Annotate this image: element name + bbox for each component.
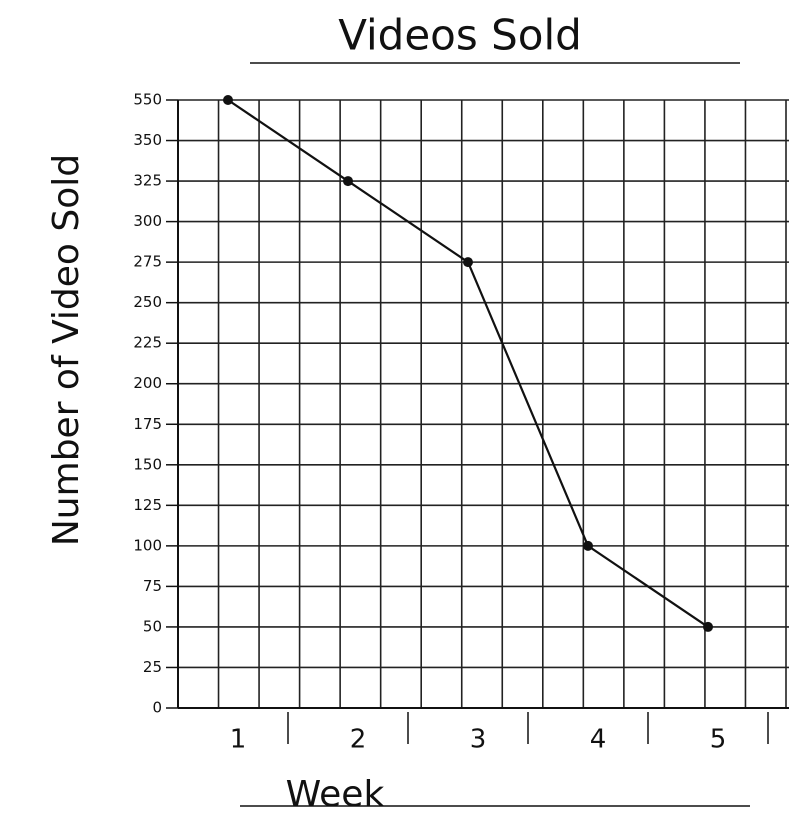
- x-tick-label: 1: [230, 725, 247, 755]
- x-tick-label: 2: [350, 725, 367, 755]
- y-tick-label: 75: [143, 577, 162, 595]
- data-point: [583, 541, 593, 551]
- y-tick-label: 275: [133, 253, 162, 271]
- y-tick-label: 350: [133, 131, 162, 149]
- data-point: [703, 622, 713, 632]
- y-tick-label: 175: [133, 415, 162, 433]
- y-tick-label: 200: [133, 374, 162, 392]
- x-tick-label: 4: [590, 725, 607, 755]
- y-tick-label: 250: [133, 293, 162, 311]
- y-tick-label: 300: [133, 212, 162, 230]
- page: Videos Sold Number of Video Sold Week 0 2…: [0, 0, 789, 823]
- y-tick-label: 225: [133, 334, 162, 352]
- x-tick-label: 5: [710, 725, 727, 755]
- data-point: [343, 176, 353, 186]
- chart: Videos Sold Number of Video Sold Week 0 2…: [0, 0, 789, 823]
- y-tick-label: 325: [133, 172, 162, 190]
- y-tick-label: 25: [143, 658, 162, 676]
- x-tick-label: 3: [470, 725, 487, 755]
- y-tick-label: 50: [143, 617, 162, 635]
- data-point: [463, 257, 473, 267]
- x-axis-label: Week: [286, 774, 385, 815]
- y-tick-label: 550: [133, 91, 162, 109]
- y-axis-label: Number of Video Sold: [46, 154, 87, 546]
- y-tick-label: 0: [152, 699, 162, 717]
- chart-title: Videos Sold: [338, 11, 582, 60]
- data-point: [223, 95, 233, 105]
- y-tick-label: 150: [133, 455, 162, 473]
- y-tick-label: 125: [133, 496, 162, 514]
- y-tick-label: 100: [133, 536, 162, 554]
